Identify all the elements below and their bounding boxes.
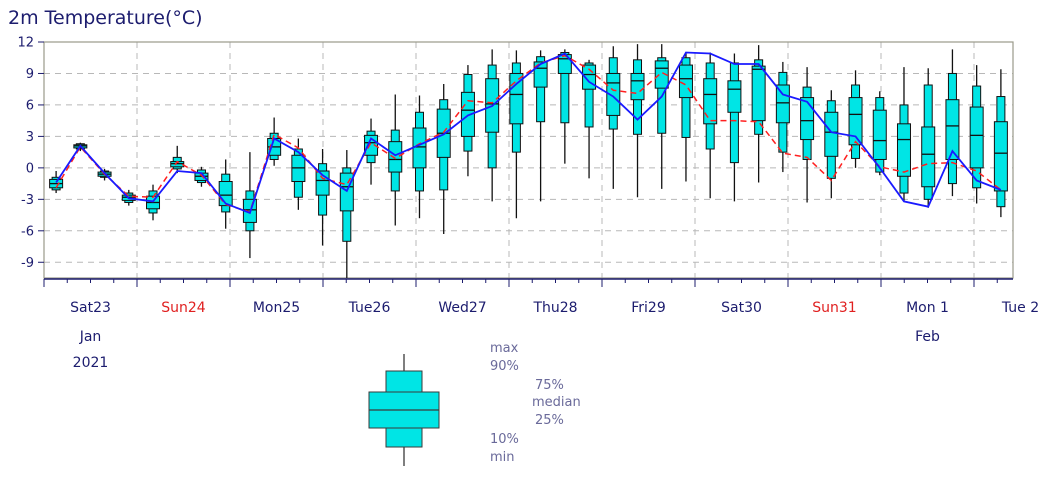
box-p25-p75 xyxy=(557,54,572,74)
y-tick-label: -9 xyxy=(21,256,34,271)
y-tick-label: 0 xyxy=(26,161,34,176)
box-whisker xyxy=(412,95,427,219)
box-p25-p75 xyxy=(775,84,790,124)
box-whisker xyxy=(291,138,306,210)
box-p25-p75 xyxy=(751,65,766,122)
box-whisker xyxy=(436,83,451,234)
box-legend: max 90% 75% median 25% 10% min xyxy=(368,341,581,466)
box-whisker xyxy=(800,67,815,203)
box-whisker xyxy=(49,171,64,194)
box-whisker xyxy=(533,50,548,202)
box-p10-p90 xyxy=(584,62,594,128)
box-p10-p90 xyxy=(560,51,570,124)
y-tick-label: 12 xyxy=(17,36,34,51)
boxplots xyxy=(49,44,1008,278)
x-axis: Sat23 Sun24 Mon25 Tue26 Wed27 Thu28 Fri29 Sat30… xyxy=(43,279,1039,371)
box-whisker xyxy=(509,50,524,219)
box-p25-p75 xyxy=(460,91,475,137)
box-p25-p75 xyxy=(388,141,403,173)
x-day-label: Wed27 xyxy=(438,300,486,316)
y-tick-label: 6 xyxy=(26,98,34,113)
box-p25-p75 xyxy=(218,181,233,207)
box-whisker xyxy=(703,52,718,199)
legend-label-median: median xyxy=(532,395,581,410)
plot-area-border xyxy=(43,41,1014,279)
legend-label-max: max xyxy=(490,341,519,356)
x-day-label: Sun24 xyxy=(161,300,206,316)
box-p10-p90 xyxy=(729,62,739,164)
box-p25-p75 xyxy=(969,106,984,169)
box-whisker xyxy=(775,61,790,173)
box-p25-p75 xyxy=(945,99,960,160)
box-whisker xyxy=(146,184,161,221)
box-whisker xyxy=(485,49,500,202)
box-whisker xyxy=(945,49,960,197)
box-p25-p75 xyxy=(872,109,887,160)
x-day-label: Tue26 xyxy=(348,300,391,316)
box-whisker xyxy=(388,94,403,226)
control-series-line xyxy=(55,51,1002,215)
y-tick-label: -3 xyxy=(21,193,34,208)
box-p25-p75 xyxy=(896,123,911,177)
legend-label-p10: 10% xyxy=(490,432,519,447)
box-whisker xyxy=(896,67,911,202)
box-p25-p75 xyxy=(848,97,863,146)
box-p25-p75 xyxy=(824,111,839,157)
legend-label-p90: 90% xyxy=(490,359,519,374)
box-whisker xyxy=(993,69,1008,218)
x-day-label: Fri29 xyxy=(631,300,666,316)
x-day-label: Sat23 xyxy=(70,300,111,316)
box-whisker xyxy=(194,166,209,187)
y-tick-label: 9 xyxy=(26,67,34,82)
box-whisker xyxy=(848,70,863,168)
box-whisker xyxy=(557,49,572,164)
x-sub-label: 2021 xyxy=(73,355,109,371)
box-whisker xyxy=(921,68,936,208)
box-p25-p75 xyxy=(412,127,427,169)
box-whisker xyxy=(654,44,669,189)
box-p10-p90 xyxy=(536,56,546,123)
y-axis: -9 -6 -3 0 3 6 9 12 xyxy=(17,36,44,271)
box-whisker xyxy=(339,150,354,278)
legend-label-min: min xyxy=(490,450,515,465)
box-whisker xyxy=(751,45,766,183)
box-whisker xyxy=(460,65,475,177)
legend-label-p25: 25% xyxy=(535,413,564,428)
legend-label-p75: 75% xyxy=(535,378,564,393)
y-tick-label: -6 xyxy=(21,224,34,239)
x-day-label: Mon 1 xyxy=(906,300,949,316)
chart-title: 2m Temperature(°C) xyxy=(8,7,203,29)
box-p25-p75 xyxy=(703,78,718,125)
x-day-label: Tue 2 xyxy=(1001,300,1039,316)
x-day-label: Thu28 xyxy=(532,300,577,316)
x-day-label: Mon25 xyxy=(253,300,300,316)
box-whisker xyxy=(824,90,839,199)
box-whisker xyxy=(872,91,887,176)
x-sub-label: Feb xyxy=(915,329,940,345)
box-p25-p75 xyxy=(993,121,1008,192)
box-p25-p75 xyxy=(727,80,742,113)
deterministic-series-line xyxy=(55,54,1002,213)
series-lines xyxy=(55,51,1002,215)
box-whisker xyxy=(727,53,742,202)
box-whisker xyxy=(315,148,330,246)
plot-frame xyxy=(43,41,1014,280)
x-sub-label: Jan xyxy=(79,329,102,345)
box-p25-p75 xyxy=(921,126,936,188)
box-whisker xyxy=(364,118,379,185)
box-p25-p75 xyxy=(606,72,621,116)
box-whisker xyxy=(678,52,693,182)
y-tick-label: 3 xyxy=(26,130,34,145)
box-p25-p75 xyxy=(800,97,815,141)
x-day-label: Sat30 xyxy=(721,300,762,316)
x-day-label: Sun31 xyxy=(812,300,856,316)
box-p25-p75 xyxy=(630,72,645,101)
grid-lines xyxy=(44,41,1013,278)
